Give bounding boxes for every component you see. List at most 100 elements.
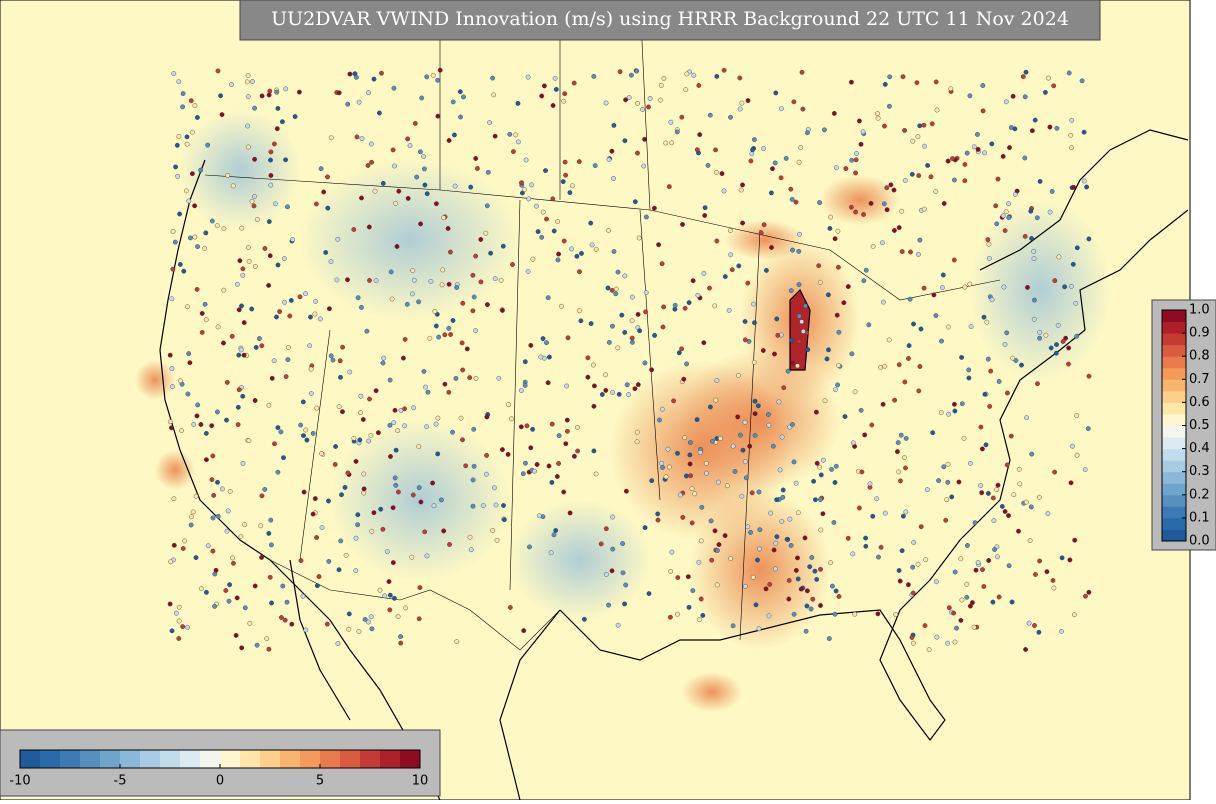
station-dot bbox=[1054, 342, 1059, 347]
station-dot bbox=[390, 505, 396, 511]
station-dot bbox=[235, 404, 241, 410]
colorbar-bin bbox=[1162, 310, 1186, 323]
station-dot bbox=[845, 284, 851, 289]
station-dot bbox=[761, 222, 767, 228]
station-dot bbox=[1016, 528, 1021, 534]
station-dot bbox=[177, 378, 183, 384]
station-dot bbox=[675, 611, 680, 617]
station-dot bbox=[301, 489, 307, 495]
colorbar-bin bbox=[220, 750, 241, 768]
station-dot bbox=[635, 101, 640, 106]
station-dot bbox=[867, 481, 873, 487]
station-dot bbox=[987, 255, 992, 261]
station-dot bbox=[226, 598, 232, 604]
station-dot bbox=[588, 321, 594, 326]
station-dot bbox=[268, 173, 274, 178]
station-dot bbox=[492, 133, 498, 139]
colorbar-tick-label: 0.7 bbox=[1189, 372, 1210, 387]
station-dot bbox=[405, 136, 410, 142]
station-dot bbox=[565, 335, 571, 341]
station-dot bbox=[571, 80, 577, 86]
colorbar-tick-label: 0.8 bbox=[1189, 349, 1210, 364]
station-dot bbox=[1086, 373, 1092, 379]
station-dot bbox=[1074, 333, 1080, 339]
station-dot bbox=[964, 150, 970, 156]
station-dot bbox=[555, 257, 561, 263]
station-dot bbox=[834, 312, 840, 318]
station-dot bbox=[1043, 90, 1048, 95]
station-dot bbox=[698, 596, 704, 602]
station-dot bbox=[687, 461, 693, 467]
station-dot bbox=[850, 551, 856, 557]
station-dot bbox=[335, 641, 341, 646]
station-dot bbox=[381, 355, 387, 361]
station-dot bbox=[318, 166, 324, 172]
station-dot bbox=[853, 209, 858, 215]
station-dot bbox=[795, 363, 800, 369]
station-dot bbox=[817, 464, 823, 470]
station-dot bbox=[682, 305, 688, 311]
station-dot bbox=[835, 228, 841, 234]
station-dot bbox=[1003, 99, 1009, 105]
station-dot bbox=[933, 79, 939, 85]
station-dot bbox=[582, 616, 587, 622]
station-dot bbox=[909, 635, 915, 640]
station-dot bbox=[820, 457, 826, 463]
station-dot bbox=[978, 483, 983, 488]
station-dot bbox=[422, 182, 428, 188]
station-dot bbox=[431, 503, 437, 509]
colorbar-bin bbox=[200, 750, 221, 768]
station-dot bbox=[430, 480, 435, 486]
station-dot bbox=[230, 560, 236, 566]
station-dot bbox=[1046, 75, 1051, 81]
station-dot bbox=[460, 367, 466, 373]
station-dot bbox=[882, 82, 888, 87]
station-dot bbox=[716, 479, 721, 485]
colorbar-bin bbox=[1162, 425, 1186, 438]
station-dot bbox=[433, 323, 439, 329]
station-dot bbox=[1006, 513, 1011, 518]
station-dot bbox=[676, 350, 682, 356]
station-dot bbox=[779, 519, 785, 524]
station-dot bbox=[1029, 236, 1035, 241]
station-dot bbox=[1010, 93, 1016, 99]
station-dot bbox=[660, 324, 666, 330]
station-dot bbox=[446, 389, 452, 395]
station-dot bbox=[804, 603, 810, 609]
station-dot bbox=[700, 613, 706, 618]
station-dot bbox=[342, 484, 348, 490]
station-dot bbox=[902, 455, 907, 460]
station-dot bbox=[195, 402, 201, 408]
station-dot bbox=[195, 244, 201, 250]
station-dot bbox=[400, 355, 406, 361]
station-dot bbox=[875, 111, 880, 117]
station-dot bbox=[659, 406, 665, 412]
station-dot bbox=[622, 273, 628, 279]
station-dot bbox=[752, 137, 757, 143]
station-dot bbox=[1024, 415, 1030, 421]
station-dot bbox=[545, 380, 551, 386]
station-dot bbox=[642, 360, 648, 366]
station-dot bbox=[314, 535, 319, 540]
station-dot bbox=[499, 307, 505, 313]
station-dot bbox=[742, 419, 748, 425]
station-dot bbox=[221, 340, 226, 346]
station-dot bbox=[785, 368, 791, 374]
station-dot bbox=[246, 258, 252, 264]
station-dot bbox=[307, 343, 312, 349]
station-dot bbox=[268, 149, 274, 155]
station-dot bbox=[740, 447, 746, 453]
station-dot bbox=[438, 497, 444, 503]
station-dot bbox=[553, 528, 559, 533]
station-dot bbox=[718, 435, 723, 441]
station-dot bbox=[1037, 329, 1043, 335]
colorbar-bin bbox=[300, 750, 321, 768]
station-dot bbox=[925, 162, 930, 168]
station-dot bbox=[545, 295, 551, 301]
station-dot bbox=[176, 133, 182, 139]
station-dot bbox=[389, 296, 395, 302]
station-dot bbox=[996, 594, 1002, 600]
station-dot bbox=[1010, 355, 1016, 361]
station-dot bbox=[769, 245, 774, 250]
station-dot bbox=[441, 215, 446, 221]
